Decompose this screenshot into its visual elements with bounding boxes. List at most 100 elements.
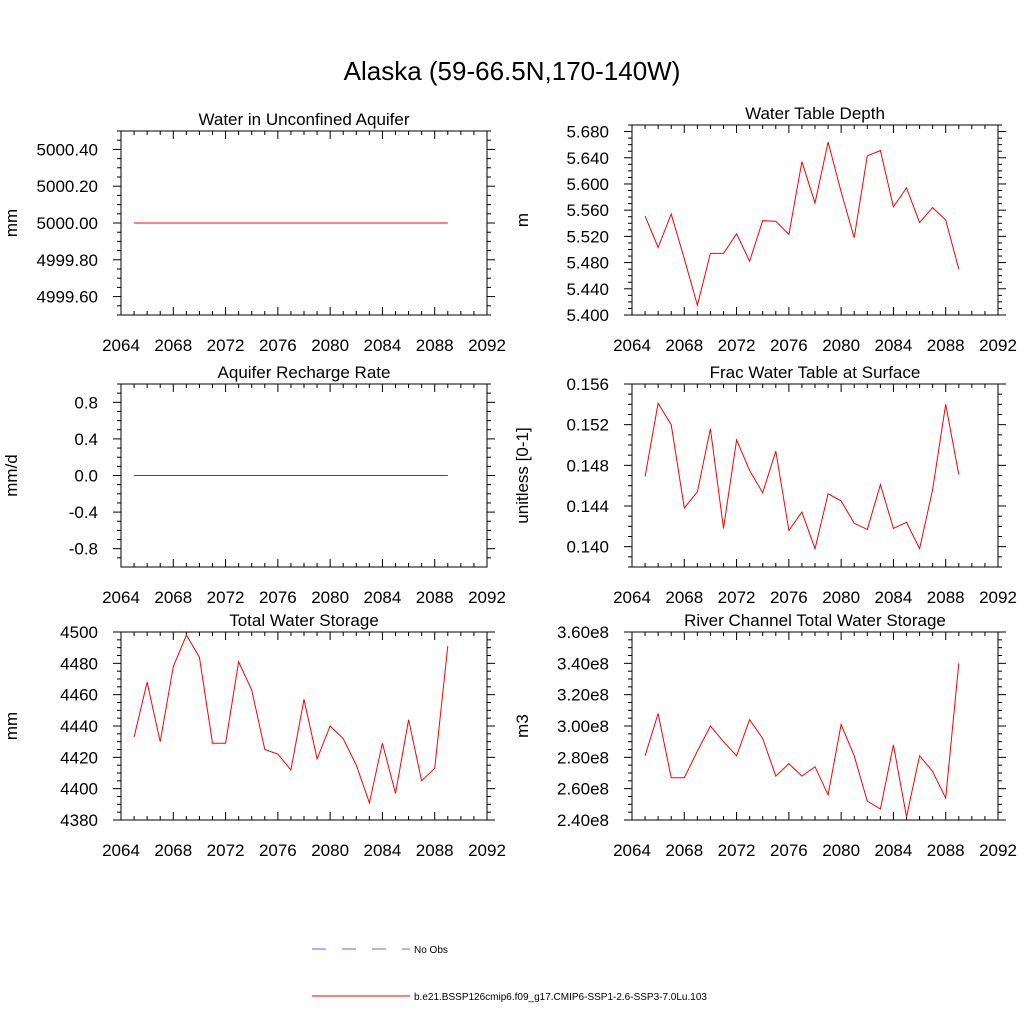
y-axis-label: mm <box>2 712 21 740</box>
y-tick-label: 5000.00 <box>37 214 98 233</box>
plot-panel-3: Aquifer Recharge Rate mm/d 2064 2068 2072 207… <box>2 363 506 607</box>
plot-title: Aquifer Recharge Rate <box>218 363 391 382</box>
y-tick-label: 5.680 <box>566 123 609 142</box>
y-tick-label: 5.560 <box>566 201 609 220</box>
x-tick-label: 2092 <box>979 588 1017 607</box>
y-tick-label: 4500 <box>60 623 98 642</box>
plot-frame <box>631 124 999 316</box>
y-tick-label: 4400 <box>60 780 98 799</box>
x-tick-label: 2068 <box>665 841 703 860</box>
plot-title: River Channel Total Water Storage <box>684 611 946 630</box>
x-tick-label: 2084 <box>364 588 402 607</box>
y-axis-label: m3 <box>513 714 532 738</box>
y-tick-label: 3.00e8 <box>557 717 609 736</box>
x-tick-label: 2068 <box>154 588 192 607</box>
x-tick-label: 2076 <box>770 841 808 860</box>
x-tick-label: 2092 <box>979 336 1017 355</box>
plot-panels: Water in Unconfined Aquifer mm 2064 2068 207… <box>2 104 1017 860</box>
x-tick-label: 2088 <box>927 336 965 355</box>
x-tick-label: 2080 <box>822 841 860 860</box>
x-tick-label: 2064 <box>613 588 651 607</box>
series-line <box>644 141 960 308</box>
y-axis-label: mm <box>2 209 21 237</box>
y-axis-label: m <box>513 213 532 227</box>
x-tick-label: 2076 <box>770 336 808 355</box>
legend-obs-label: No Obs <box>414 945 448 956</box>
y-tick-label: 2.40e8 <box>557 811 609 830</box>
y-tick-label: 3.60e8 <box>557 623 609 642</box>
y-tick-label: 0.156 <box>566 375 609 394</box>
y-tick-label: -0.8 <box>69 540 98 559</box>
x-tick-label: 2072 <box>718 841 756 860</box>
x-tick-label: 2088 <box>416 336 454 355</box>
x-tick-label: 2068 <box>665 336 703 355</box>
y-tick-label: 4440 <box>60 717 98 736</box>
y-tick-label: 3.20e8 <box>557 686 609 705</box>
y-tick-label: 0.140 <box>566 538 609 557</box>
x-tick-label: 2084 <box>875 841 913 860</box>
x-tick-label: 2084 <box>364 841 402 860</box>
plot-panel-4: Frac Water Table at Surface unitless [0-1… <box>513 363 1017 607</box>
x-tick-label: 2064 <box>613 841 651 860</box>
y-tick-label: 5000.40 <box>37 140 98 159</box>
x-tick-label: 2076 <box>259 588 297 607</box>
x-tick-label: 2076 <box>770 588 808 607</box>
x-tick-label: 2084 <box>875 336 913 355</box>
figure-title: Alaska (59-66.5N,170-140W) <box>343 56 681 86</box>
y-tick-label: 4999.60 <box>37 288 98 307</box>
x-tick-label: 2072 <box>207 588 245 607</box>
plot-panel-2: Water Table Depth m 2064 2068 2072 2076 2080 20… <box>513 104 1017 355</box>
x-tick-label: 2072 <box>207 841 245 860</box>
y-tick-label: 5000.20 <box>37 177 98 196</box>
legend: No Obs b.e21.BSSP126cmip6.f09_g17.CMIP6-… <box>312 945 707 1003</box>
y-tick-label: 5.640 <box>566 149 609 168</box>
y-tick-label: 4480 <box>60 654 98 673</box>
plot-panel-5: Total Water Storage mm 2064 2068 2072 2076 208… <box>2 611 506 860</box>
plot-title: Water Table Depth <box>745 104 885 123</box>
x-tick-label: 2080 <box>822 588 860 607</box>
y-tick-label: 2.60e8 <box>557 780 609 799</box>
x-tick-label: 2092 <box>468 336 506 355</box>
y-tick-label: 0.144 <box>566 497 609 516</box>
x-tick-label: 2088 <box>416 841 454 860</box>
x-tick-label: 2088 <box>927 841 965 860</box>
legend-model-label: b.e21.BSSP126cmip6.f09_g17.CMIP6-SSP1-2.… <box>414 992 707 1003</box>
x-tick-label: 2076 <box>259 841 297 860</box>
y-tick-label: 4999.80 <box>37 251 98 270</box>
y-tick-label: 5.520 <box>566 227 609 246</box>
x-tick-label: 2088 <box>927 588 965 607</box>
x-tick-label: 2064 <box>102 336 140 355</box>
y-tick-label: 0.152 <box>566 416 609 435</box>
y-tick-label: 5.400 <box>566 306 609 325</box>
plot-title: Water in Unconfined Aquifer <box>198 110 409 129</box>
x-tick-label: 2092 <box>979 841 1017 860</box>
x-tick-label: 2080 <box>822 336 860 355</box>
y-axis-label: mm/d <box>2 454 21 497</box>
series-line <box>644 663 960 818</box>
x-tick-label: 2092 <box>468 841 506 860</box>
plot-frame <box>631 383 999 568</box>
x-tick-label: 2064 <box>613 336 651 355</box>
x-tick-label: 2088 <box>416 588 454 607</box>
y-axis-label: unitless [0-1] <box>513 427 532 523</box>
x-tick-label: 2064 <box>102 588 140 607</box>
x-tick-label: 2084 <box>364 336 402 355</box>
y-tick-label: 0.4 <box>74 430 98 449</box>
y-tick-label: 5.600 <box>566 175 609 194</box>
x-tick-label: 2068 <box>154 336 192 355</box>
plot-title: Frac Water Table at Surface <box>710 363 921 382</box>
x-tick-label: 2076 <box>259 336 297 355</box>
plot-title: Total Water Storage <box>229 611 379 630</box>
y-tick-label: -0.4 <box>69 503 98 522</box>
x-tick-label: 2072 <box>207 336 245 355</box>
y-tick-label: 2.80e8 <box>557 748 609 767</box>
y-tick-label: 5.440 <box>566 280 609 299</box>
y-tick-label: 0.0 <box>74 467 98 486</box>
plot-panel-1: Water in Unconfined Aquifer mm 2064 2068 207… <box>2 110 506 355</box>
series-line <box>644 401 960 551</box>
y-tick-label: 0.148 <box>566 456 609 475</box>
x-tick-label: 2080 <box>311 588 349 607</box>
x-tick-label: 2092 <box>468 588 506 607</box>
